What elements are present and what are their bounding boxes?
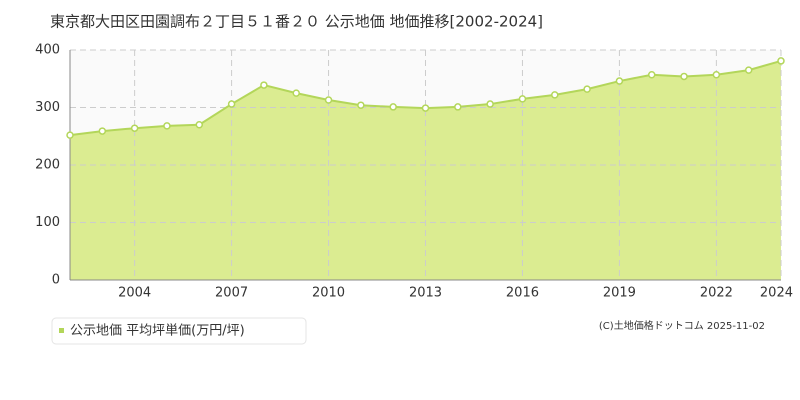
point [163, 122, 171, 130]
x-tick-label: 2024 [760, 286, 793, 301]
point [292, 89, 300, 97]
point [195, 121, 204, 129]
x-tick-label: 2019 [603, 286, 636, 301]
x-tick-label: 2007 [215, 286, 248, 301]
point [130, 124, 139, 132]
source: (C)土地価格ドットコム 2025-11-02 [599, 319, 765, 332]
point [66, 131, 74, 139]
point [551, 91, 559, 99]
point [712, 70, 721, 79]
legend-swatch [59, 328, 64, 333]
point [615, 77, 624, 85]
chart-title: 東京都大田区田園調布２丁目５１番２０ 公示地価 地価推移[2002-2024] [50, 13, 543, 31]
point [454, 103, 462, 111]
y-tick-label: 300 [35, 100, 60, 115]
point [744, 66, 753, 74]
point [486, 100, 494, 108]
y-tick-label: 100 [35, 215, 60, 230]
legend-box [51, 317, 307, 345]
y-tick-label: 400 [35, 43, 60, 58]
point [583, 85, 591, 93]
point [680, 72, 688, 81]
x-tick-label: 2010 [312, 286, 345, 301]
point [227, 100, 236, 108]
point [260, 81, 268, 89]
point [777, 57, 785, 65]
point [98, 127, 107, 135]
x-tick-label: 2016 [506, 286, 539, 301]
legend-label: 公示地価 平均坪単価(万円/坪) [70, 323, 245, 339]
x-tick-label: 2013 [409, 286, 442, 301]
point [647, 70, 656, 79]
point [324, 96, 333, 104]
y-tick-label: 0 [52, 273, 60, 288]
x-tick-label: 2022 [700, 286, 733, 301]
y-tick-label: 200 [35, 158, 60, 173]
point [518, 95, 527, 103]
point [421, 104, 430, 112]
point [389, 103, 397, 111]
point [357, 101, 365, 109]
x-tick-label: 2004 [118, 286, 151, 301]
